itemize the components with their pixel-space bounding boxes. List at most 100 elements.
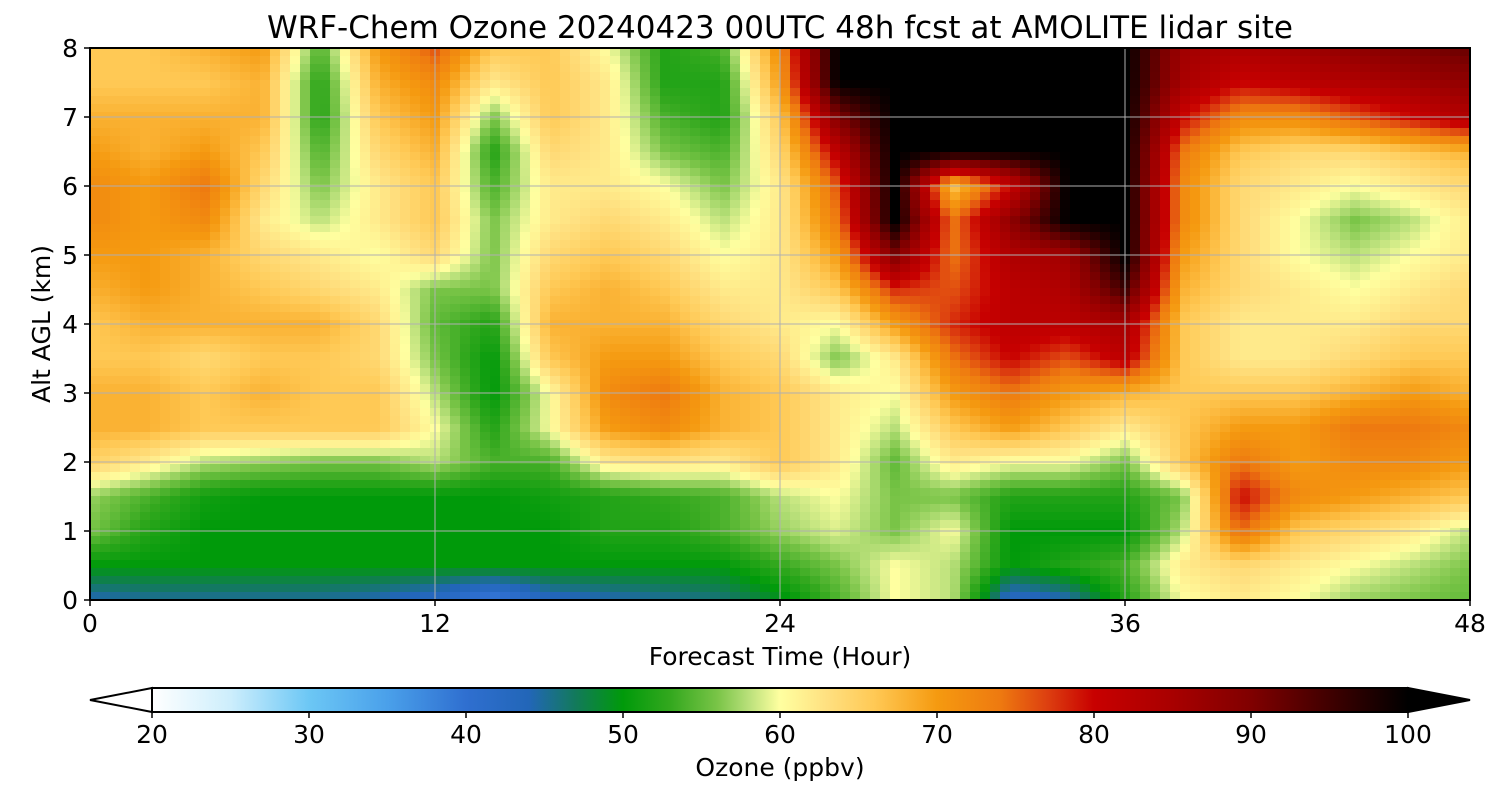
heatmap-cell [940, 56, 951, 65]
heatmap-cell [850, 80, 861, 89]
heatmap-cell [510, 256, 521, 265]
heatmap-cell [500, 48, 511, 57]
heatmap-cell [660, 288, 671, 297]
heatmap-cell [1070, 112, 1081, 121]
heatmap-cell [1250, 312, 1261, 321]
heatmap-cell [1320, 80, 1331, 89]
heatmap-cell [350, 280, 361, 289]
heatmap-cell [1440, 232, 1451, 241]
heatmap-cell [670, 184, 681, 193]
heatmap-cell [450, 248, 461, 257]
heatmap-cell [190, 152, 201, 161]
heatmap-cell [1170, 272, 1181, 281]
heatmap-cell [550, 248, 561, 257]
heatmap-cell [1390, 304, 1401, 313]
heatmap-cell [960, 136, 971, 145]
heatmap-cell [1300, 160, 1311, 169]
heatmap-cell [750, 96, 761, 105]
heatmap-cell [830, 296, 841, 305]
heatmap-cell [490, 280, 501, 289]
heatmap-cell [1210, 240, 1221, 249]
heatmap-cell [1380, 56, 1391, 65]
heatmap-cell [380, 328, 391, 337]
heatmap-cell [610, 72, 621, 81]
heatmap-cell [900, 288, 911, 297]
heatmap-cell [530, 304, 541, 313]
heatmap-cell [460, 112, 471, 121]
heatmap-cell [1060, 328, 1071, 337]
heatmap-cell [1200, 160, 1211, 169]
heatmap-cell [1440, 136, 1451, 145]
heatmap-cell [1300, 280, 1311, 289]
heatmap-cell [1200, 192, 1211, 201]
heatmap-cell [100, 96, 111, 105]
heatmap-cell [1100, 88, 1111, 97]
heatmap-cell [360, 216, 371, 225]
heatmap-cell [620, 200, 631, 209]
heatmap-cell [1140, 48, 1151, 57]
heatmap-cell [370, 104, 381, 113]
heatmap-cell [560, 184, 571, 193]
heatmap-cell [580, 136, 591, 145]
heatmap-cell [1050, 200, 1061, 209]
heatmap-cell [1250, 232, 1261, 241]
heatmap-cell [650, 240, 661, 249]
heatmap-cell [1060, 296, 1071, 305]
heatmap-cell [790, 72, 801, 81]
heatmap-cell [1410, 160, 1421, 169]
heatmap-cell [230, 48, 241, 57]
heatmap-cell [1090, 120, 1101, 129]
heatmap-cell [120, 176, 131, 185]
heatmap-cell [980, 256, 991, 265]
heatmap-cell [1310, 80, 1321, 89]
heatmap-cell [240, 176, 251, 185]
heatmap-cell [550, 48, 561, 57]
heatmap-cell [1080, 264, 1091, 273]
heatmap-cell [980, 88, 991, 97]
heatmap-cell [460, 88, 471, 97]
heatmap-cell [1260, 280, 1271, 289]
heatmap-cell [1460, 56, 1471, 65]
heatmap-cell [510, 240, 521, 249]
heatmap-cell [1430, 72, 1441, 81]
heatmap-cell [710, 120, 721, 129]
heatmap-cell [710, 312, 721, 321]
heatmap-cell [680, 232, 691, 241]
heatmap-cell [780, 152, 791, 161]
heatmap-cell [200, 184, 211, 193]
heatmap-cell [270, 232, 281, 241]
heatmap-cell [330, 240, 341, 249]
heatmap-cell [800, 168, 811, 177]
heatmap-cell [1200, 88, 1211, 97]
heatmap-cell [1010, 240, 1021, 249]
heatmap-cell [480, 192, 491, 201]
heatmap-cell [1200, 104, 1211, 113]
heatmap-cell [90, 280, 101, 289]
heatmap-cell [190, 168, 201, 177]
heatmap-cell [940, 64, 951, 73]
heatmap-cell [270, 96, 281, 105]
heatmap-cell [1420, 96, 1431, 105]
heatmap-cell [310, 64, 321, 73]
heatmap-cell [870, 272, 881, 281]
heatmap-cell [360, 192, 371, 201]
heatmap-cell [950, 128, 961, 137]
heatmap-cell [670, 224, 681, 233]
heatmap-cell [800, 88, 811, 97]
heatmap-cell [90, 192, 101, 201]
heatmap-cell [1280, 96, 1291, 105]
heatmap-cell [880, 88, 891, 97]
heatmap-cell [190, 328, 201, 337]
heatmap-cell [180, 184, 191, 193]
heatmap-cell [660, 160, 671, 169]
heatmap-cell [1030, 152, 1041, 161]
heatmap-cell [1250, 160, 1261, 169]
heatmap-cell [610, 224, 621, 233]
heatmap-cell [270, 56, 281, 65]
heatmap-cell [420, 144, 431, 153]
heatmap-cell [130, 248, 141, 257]
heatmap-cell [280, 112, 291, 121]
heatmap-cell [580, 176, 591, 185]
heatmap-cell [1190, 80, 1201, 89]
heatmap-cell [330, 224, 341, 233]
